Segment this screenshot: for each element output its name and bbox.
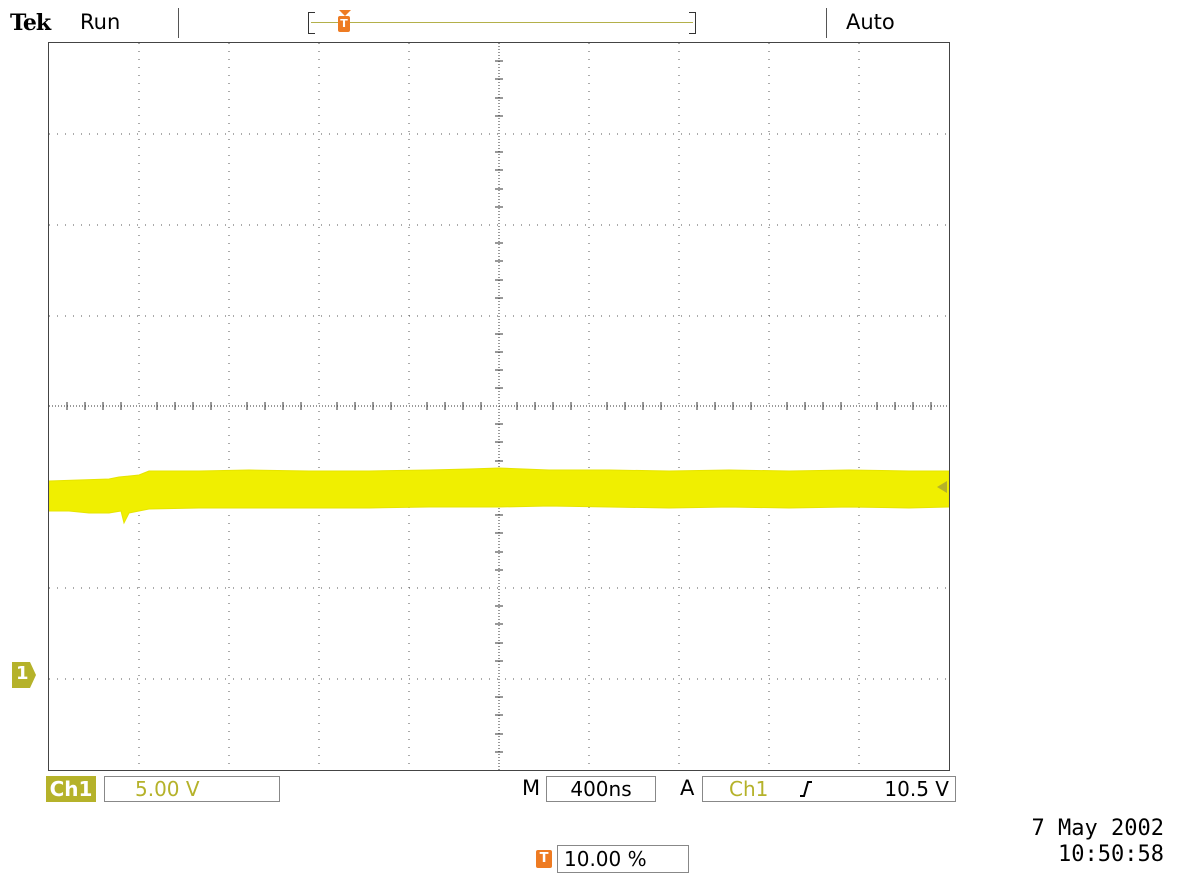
record-window-indicator: T <box>308 10 696 34</box>
trigger-position-readout[interactable]: 10.00 % <box>557 845 689 873</box>
ch1-label[interactable]: Ch1 <box>46 776 96 802</box>
time-label: 10:50:58 <box>1058 842 1164 867</box>
header-divider <box>178 8 179 38</box>
timestamp: 7 May 2002 10:50:58 <box>984 816 1164 868</box>
record-trigger-marker: T <box>338 16 350 32</box>
trigger-position-icon: T <box>536 850 552 868</box>
trigger-level: 10.5 V <box>884 777 949 801</box>
graticule <box>49 43 949 770</box>
rising-edge-icon <box>800 781 812 797</box>
ch1-vertical-scale[interactable]: 5.00 V <box>104 776 280 802</box>
date-label: 7 May 2002 <box>1031 816 1164 841</box>
trigger-level-marker-icon[interactable] <box>935 481 949 495</box>
ch1-ground-marker[interactable] <box>12 662 36 688</box>
ch1-ground-label: 1 <box>16 663 29 684</box>
timebase-prefix: M <box>522 776 541 800</box>
ch1-waveform-trace <box>49 467 949 525</box>
timebase-readout[interactable]: 400ns <box>546 776 656 802</box>
trigger-mode: Auto <box>846 10 895 34</box>
trigger-source: Ch1 <box>729 777 769 801</box>
waveform-display <box>48 42 950 771</box>
acquisition-state: Run <box>80 10 121 34</box>
trigger-readout[interactable]: Ch1 10.5 V <box>702 776 956 802</box>
record-trigger-pointer-icon <box>339 10 351 16</box>
header-divider <box>826 8 827 38</box>
brand-logo: Tek <box>10 10 51 36</box>
trigger-prefix: A <box>680 776 695 800</box>
